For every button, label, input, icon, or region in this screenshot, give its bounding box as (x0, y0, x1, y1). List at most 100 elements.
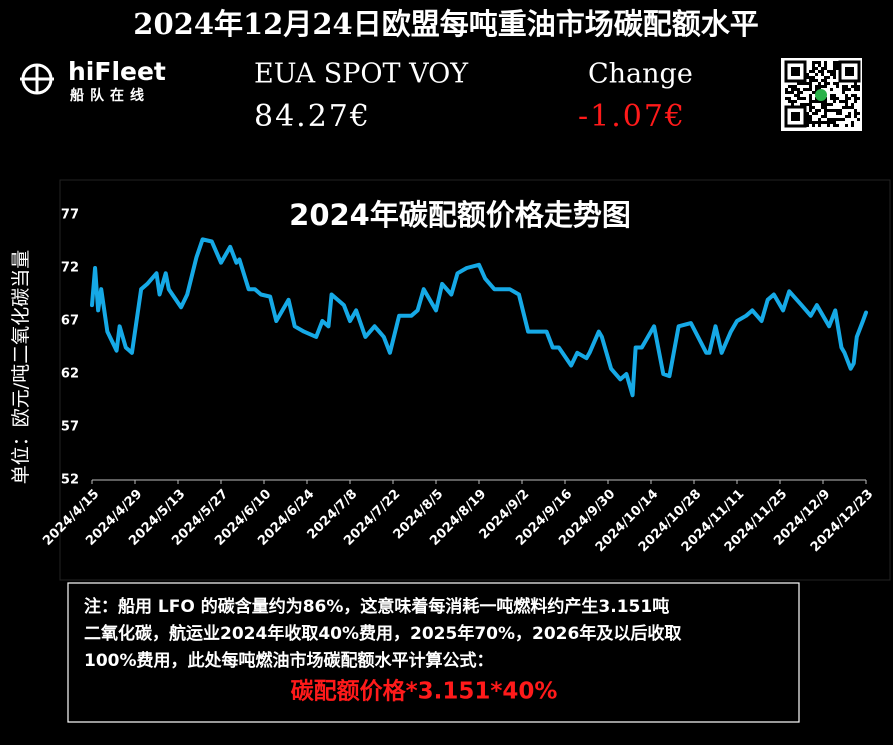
qr-cell (809, 106, 812, 109)
qr-cell (839, 100, 842, 103)
qr-cell (836, 112, 839, 115)
qr-cell (794, 100, 797, 103)
logo-sub: 船队在线 (70, 87, 150, 104)
qr-cell (848, 88, 851, 91)
qr-cell (824, 76, 827, 79)
qr-cell (824, 112, 827, 115)
qr-cell (857, 97, 860, 100)
qr-cell (815, 109, 818, 112)
qr-cell (815, 79, 818, 82)
qr-cell (836, 85, 839, 88)
qr-cell (824, 100, 827, 103)
qr-cell (809, 103, 812, 106)
qr-cell (836, 64, 839, 67)
qr-cell (833, 97, 836, 100)
qr-finder (784, 60, 807, 83)
qr-cell (854, 109, 857, 112)
qr-cell (836, 82, 839, 85)
qr-cell (833, 124, 836, 127)
qr-cell (845, 103, 848, 106)
qr-cell (857, 85, 860, 88)
qr-cell (854, 115, 857, 118)
qr-cell (821, 73, 824, 76)
qr-cell (800, 82, 803, 85)
qr-cell (800, 97, 803, 100)
qr-cell (791, 100, 794, 103)
qr-cell (812, 70, 815, 73)
qr-cell (806, 88, 809, 91)
qr-cell (818, 100, 821, 103)
qr-cell (824, 61, 827, 64)
qr-cell (842, 100, 845, 103)
qr-cell (851, 124, 854, 127)
change-value: -1.07€ (578, 99, 686, 134)
qr-cell (815, 88, 818, 91)
qr-cell (824, 103, 827, 106)
qr-cell (821, 85, 824, 88)
qr-cell (818, 82, 821, 85)
y-axis-label: 单位：欧元/吨二氧化碳当量 (10, 250, 32, 484)
qr-cell (809, 94, 812, 97)
qr-cell (824, 121, 827, 124)
qr-cell (830, 88, 833, 91)
qr-cell (791, 85, 794, 88)
qr-cell (857, 118, 860, 121)
qr-cell (809, 109, 812, 112)
qr-cell (833, 61, 836, 64)
qr-cell (818, 124, 821, 127)
qr-cell (833, 100, 836, 103)
note-line: 二氧化碳，航运业2024年收取40%费用，2025年70%，2026年及以后收取 (84, 623, 681, 644)
qr-cell (842, 106, 845, 109)
note-box (67, 582, 800, 723)
qr-cell (824, 79, 827, 82)
qr-finder (845, 67, 854, 76)
qr-cell (833, 118, 836, 121)
qr-cell (806, 82, 809, 85)
qr-cell (812, 100, 815, 103)
qr-cell (857, 88, 860, 91)
qr-code (781, 58, 862, 131)
qr-cell (854, 100, 857, 103)
qr-cell (812, 79, 815, 82)
qr-cell (836, 61, 839, 64)
qr-cell (830, 109, 833, 112)
qr-cell (824, 109, 827, 112)
qr-cell (848, 112, 851, 115)
qr-cell (824, 115, 827, 118)
qr-cell (809, 118, 812, 121)
qr-cell (830, 121, 833, 124)
qr-cell (812, 112, 815, 115)
qr-cell (845, 124, 848, 127)
qr-cell (845, 88, 848, 91)
qr-cell (836, 109, 839, 112)
qr-cell (788, 97, 791, 100)
qr-cell (797, 94, 800, 97)
qr-cell (836, 97, 839, 100)
qr-cell (836, 124, 839, 127)
qr-cell (818, 70, 821, 73)
change-label: Change (588, 59, 693, 90)
qr-cell (854, 112, 857, 115)
qr-cell (803, 88, 806, 91)
qr-cell (833, 64, 836, 67)
qr-cell (827, 82, 830, 85)
y-tick-label: 67 (61, 314, 79, 329)
logo-name: hiFleet (68, 57, 166, 86)
qr-cell (839, 112, 842, 115)
qr-cell (809, 97, 812, 100)
qr-cell (827, 103, 830, 106)
qr-cell (827, 70, 830, 73)
qr-cell (791, 91, 794, 94)
qr-cell (809, 82, 812, 85)
qr-cell (812, 91, 815, 94)
qr-cell (821, 67, 824, 70)
qr-cell (785, 91, 788, 94)
qr-cell (809, 115, 812, 118)
qr-cell (800, 103, 803, 106)
qr-cell (851, 85, 854, 88)
data-line (90, 237, 868, 398)
qr-cell (842, 118, 845, 121)
note-line: 注：船用 LFO 的碳含量约为86%，这意味着每消耗一吨燃料约产生3.151吨 (84, 596, 669, 617)
qr-cell (791, 103, 794, 106)
